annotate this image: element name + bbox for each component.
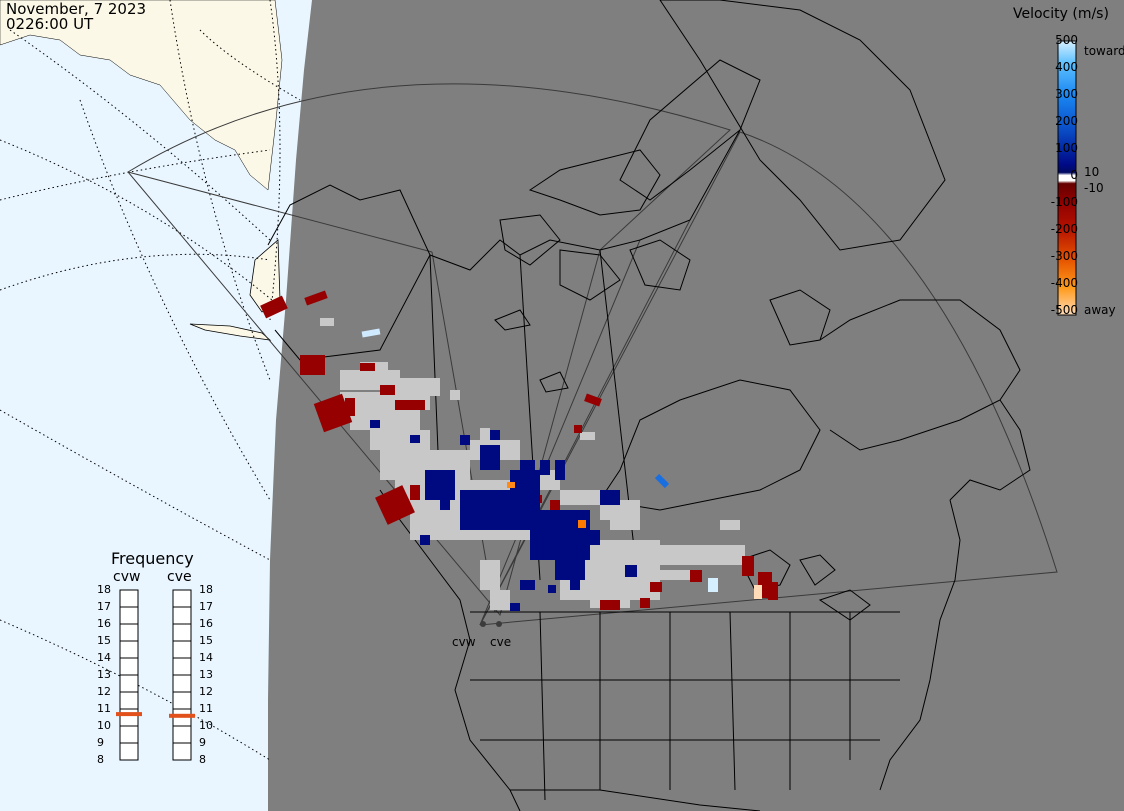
frequency-panel-title: Frequency <box>111 549 194 568</box>
colorbar-away-label: away <box>1084 303 1116 317</box>
colorbar-tick: -200 <box>1050 222 1078 236</box>
frequency-tick: 14 <box>199 651 213 664</box>
night-shade <box>268 0 1124 811</box>
frequency-tick: 17 <box>97 600 111 613</box>
frequency-tick: 8 <box>97 753 104 766</box>
frequency-tick: 18 <box>199 583 213 596</box>
colorbar-title: Velocity (m/s) <box>1013 6 1109 22</box>
colorbar-tick: 300 <box>1055 87 1078 101</box>
frequency-tick: 13 <box>199 668 213 681</box>
velocity-high-away <box>754 585 762 599</box>
colorbar-tick: 400 <box>1055 60 1078 74</box>
frequency-tick: 8 <box>199 753 206 766</box>
frequency-grid-lines <box>120 606 191 761</box>
frequency-tick: 15 <box>97 634 111 647</box>
frequency-tick: 12 <box>97 685 111 698</box>
fov-outlines <box>127 83 1058 626</box>
velocity-toward <box>370 420 637 611</box>
frequency-tick: 13 <box>97 668 111 681</box>
colorbar-tick: 100 <box>1055 141 1078 155</box>
velocity-high-toward <box>361 328 381 338</box>
frequency-tick: 9 <box>97 736 104 749</box>
radar-label-cvw: cvw <box>452 635 476 649</box>
frequency-tick: 10 <box>97 719 111 732</box>
colorbar-tick-10: 10 <box>1084 165 1100 179</box>
velocity-colorbar <box>1057 40 1077 316</box>
colorbar-tick: 0 <box>1070 168 1078 182</box>
freq-marker-cve <box>169 713 195 718</box>
siberia-landmass <box>0 0 283 191</box>
frequency-tick: 16 <box>97 617 111 630</box>
velocity-away <box>260 290 778 610</box>
velocity-moderate-away <box>507 482 515 488</box>
colorbar-tick: 200 <box>1055 114 1078 128</box>
frequency-tick: 17 <box>199 600 213 613</box>
radar-site-cvw <box>480 621 486 627</box>
frequency-tick: 10 <box>199 719 213 732</box>
colorbar-tick: 500 <box>1055 33 1078 47</box>
frequency-tick: 15 <box>199 634 213 647</box>
colorbar-tick-minus-10: -10 <box>1084 181 1104 195</box>
velocity-high-toward <box>708 578 718 592</box>
frequency-radar-cvw: cvw <box>113 569 141 585</box>
colorbar-toward-label: toward <box>1084 44 1124 58</box>
colorbar-tick: -400 <box>1050 276 1078 290</box>
colorbar-tick: -300 <box>1050 249 1078 263</box>
freq-marker-cvw <box>116 712 142 717</box>
frequency-tick: 18 <box>97 583 111 596</box>
colorbar-tick: -500 <box>1050 303 1078 317</box>
colorbar-tick: -100 <box>1050 195 1078 209</box>
radar-label-cve: cve <box>490 635 512 649</box>
frequency-tick: 9 <box>199 736 206 749</box>
date-label: November, 7 2023 <box>6 0 147 18</box>
frequency-tick: 16 <box>199 617 213 630</box>
radar-site-cve <box>496 621 502 627</box>
time-label: 0226:00 UT <box>6 15 94 33</box>
coastlines <box>267 0 1031 811</box>
map-grid <box>0 0 301 761</box>
aleutian-peninsula <box>189 323 272 341</box>
frequency-tick: 12 <box>199 685 213 698</box>
velocity-moderate-away <box>578 520 586 528</box>
frequency-tick: 14 <box>97 651 111 664</box>
frequency-tick: 11 <box>199 702 213 715</box>
velocity-moderate-toward <box>654 473 670 489</box>
frequency-tick: 11 <box>97 702 111 715</box>
frequency-radar-cve: cve <box>167 569 192 585</box>
